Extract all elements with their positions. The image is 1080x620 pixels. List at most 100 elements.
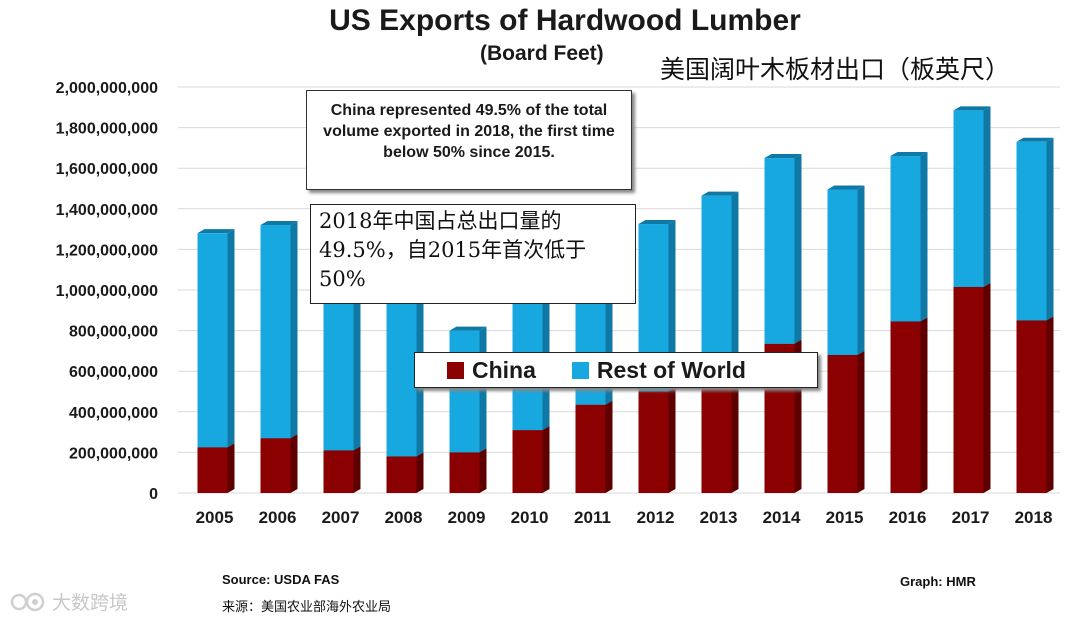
- y-tick-label: 0: [149, 486, 158, 503]
- bar-side-china-2006: [290, 434, 298, 493]
- bar-side-china-2005: [227, 443, 235, 493]
- bar-china-2006: [260, 438, 291, 493]
- bar-rest-of-world-2005: [197, 233, 228, 448]
- bar-side-rest-of-world-2015: [857, 185, 865, 355]
- y-tick-label: 400,000,000: [69, 405, 158, 422]
- bar-top-rest-of-world-2016: [890, 152, 928, 157]
- bar-china-2010: [512, 430, 543, 493]
- annotation-box-en: China represented 49.5% of the total vol…: [306, 90, 632, 190]
- bar-side-rest-of-world-2005: [227, 229, 235, 448]
- legend-item-rest-of-world: Rest of World: [571, 356, 746, 384]
- bar-side-china-2013: [731, 381, 739, 493]
- x-tick-label: 2018: [1015, 508, 1053, 527]
- bar-rest-of-world-2009: [449, 330, 480, 453]
- bar-side-china-2010: [542, 426, 550, 493]
- bar-side-rest-of-world-2006: [290, 221, 298, 439]
- graph-credit: Graph: HMR: [900, 574, 976, 589]
- x-tick-label: 2017: [952, 508, 990, 527]
- bar-china-2016: [890, 321, 921, 493]
- bar-side-china-2011: [605, 400, 613, 493]
- bar-side-rest-of-world-2012: [668, 220, 676, 392]
- bar-rest-of-world-2008: [386, 301, 417, 457]
- x-tick-label: 2013: [700, 508, 738, 527]
- x-tick-label: 2009: [448, 508, 486, 527]
- legend-label-china: China: [472, 356, 536, 383]
- bar-side-rest-of-world-2013: [731, 191, 739, 386]
- bar-side-rest-of-world-2017: [983, 106, 991, 287]
- y-tick-label: 200,000,000: [69, 445, 158, 462]
- bar-china-2013: [701, 385, 732, 493]
- bar-top-rest-of-world-2015: [827, 185, 865, 190]
- bar-side-china-2012: [668, 387, 676, 493]
- bar-side-rest-of-world-2016: [920, 152, 928, 322]
- bar-china-2012: [638, 391, 669, 493]
- chart-subtitle: (Board Feet): [480, 42, 604, 65]
- bar-top-rest-of-world-2006: [260, 221, 298, 226]
- y-tick-label: 1,000,000,000: [56, 283, 158, 300]
- y-tick-label: 1,200,000,000: [56, 242, 158, 259]
- y-tick-label: 1,600,000,000: [56, 161, 158, 178]
- bar-side-rest-of-world-2018: [1046, 137, 1054, 321]
- source-label: Source: USDA FAS: [222, 572, 340, 587]
- legend-item-china: China: [447, 357, 536, 384]
- legend-swatch-china: [447, 361, 464, 379]
- bar-china-2018: [1016, 320, 1047, 493]
- bar-side-china-2009: [479, 448, 487, 493]
- x-tick-label: 2011: [574, 508, 611, 527]
- bar-china-2017: [953, 286, 984, 493]
- y-tick-label: 600,000,000: [69, 364, 158, 381]
- x-tick-label: 2014: [763, 508, 801, 527]
- watermark-text: 大数跨境: [52, 592, 129, 614]
- legend: China Rest of World: [414, 352, 818, 388]
- bar-side-rest-of-world-2010: [542, 268, 550, 431]
- bar-side-china-2017: [983, 282, 991, 493]
- bar-side-rest-of-world-2014: [794, 154, 802, 344]
- bar-side-rest-of-world-2009: [479, 326, 487, 453]
- chart-subtitle-cn: 美国阔叶木板材出口（板英尺）: [660, 55, 1011, 84]
- y-tick-label: 1,800,000,000: [56, 121, 158, 138]
- x-tick-label: 2012: [637, 508, 675, 527]
- watermark: 大数跨境: [10, 588, 128, 615]
- bar-rest-of-world-2016: [890, 156, 921, 322]
- bar-side-china-2015: [857, 350, 865, 493]
- bar-top-rest-of-world-2005: [197, 229, 235, 234]
- x-tick-label: 2005: [196, 508, 234, 527]
- x-tick-label: 2008: [385, 508, 423, 527]
- x-tick-label: 2006: [259, 508, 297, 527]
- bar-rest-of-world-2006: [260, 225, 291, 439]
- watermark-logo-icon: [10, 592, 45, 611]
- bar-rest-of-world-2015: [827, 189, 858, 355]
- bar-china-2008: [386, 456, 417, 493]
- bar-china-2011: [575, 404, 606, 493]
- y-tick-label: 800,000,000: [69, 324, 158, 341]
- x-tick-label: 2007: [322, 508, 360, 527]
- bar-rest-of-world-2014: [764, 158, 795, 344]
- bar-top-rest-of-world-2014: [764, 154, 802, 159]
- x-tick-label: 2010: [511, 508, 549, 527]
- bar-top-rest-of-world-2017: [953, 106, 991, 111]
- x-tick-label: 2016: [889, 508, 927, 527]
- bar-china-2005: [197, 447, 228, 493]
- source-label-cn: 来源：美国农业部海外农业局: [222, 600, 392, 615]
- y-axis-tick-labels: 0 200,000,000 400,000,000 600,000,000 800,00…: [56, 80, 158, 503]
- y-tick-label: 2,000,000,000: [56, 80, 158, 97]
- bar-top-rest-of-world-2018: [1016, 137, 1054, 142]
- bar-china-2009: [449, 452, 480, 493]
- bar-china-2007: [323, 450, 354, 493]
- bar-top-rest-of-world-2009: [449, 326, 487, 331]
- chart-title: US Exports of Hardwood Lumber: [329, 4, 801, 37]
- bar-top-rest-of-world-2012: [638, 220, 676, 225]
- legend-swatch-rest-of-world: [571, 361, 589, 379]
- bar-top-rest-of-world-2013: [701, 191, 739, 196]
- bar-rest-of-world-2018: [1016, 141, 1047, 321]
- bar-side-china-2008: [416, 452, 424, 493]
- legend-label-rest-of-world: Rest of World: [596, 356, 746, 383]
- annotation-box-cn: 2018年中国占总出口量的49.5%，自2015年首次低于50%: [310, 204, 636, 304]
- bar-side-china-2018: [1046, 316, 1054, 493]
- bar-rest-of-world-2017: [953, 110, 984, 287]
- x-axis-tick-labels: 2005 2006 2007 2008 2009 2010 2011 2012 2013 2014…: [196, 508, 1053, 527]
- bar-side-china-2016: [920, 317, 928, 493]
- x-tick-label: 2015: [826, 508, 864, 527]
- bar-china-2015: [827, 354, 858, 493]
